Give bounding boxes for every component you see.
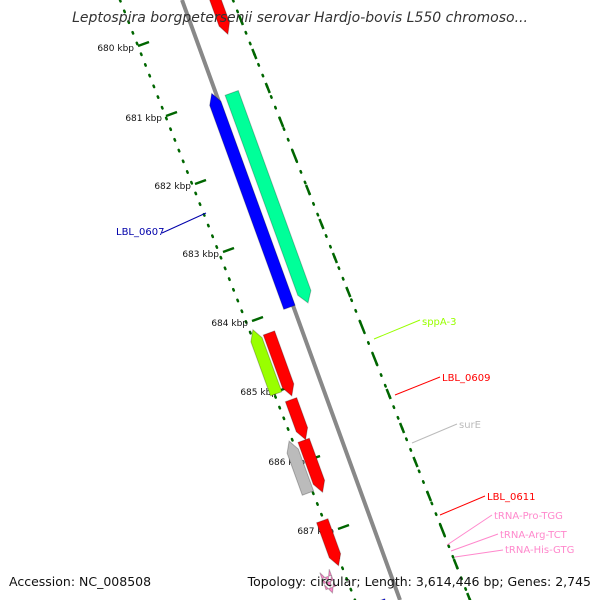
feature-label: sppA-3: [422, 317, 457, 328]
outer-ring-tick: [452, 558, 459, 570]
feature-label: tRNA-Pro-TGG: [494, 511, 563, 522]
scale-tick-label: 685 kbp: [240, 388, 277, 398]
feature-leader-line: [394, 376, 441, 396]
outer-ring-tick: [425, 490, 433, 502]
gene-arrow-red-b: [284, 396, 309, 441]
scale-tick: [222, 246, 235, 254]
scale-tick-label: 684 kbp: [211, 319, 248, 329]
gene-arrow-sppA: [250, 328, 283, 397]
map-title: Leptospira borgpetersenii serovar Hardjo…: [72, 10, 528, 26]
outer-ring-tick: [291, 150, 298, 162]
scale-tick: [337, 523, 350, 531]
scale-tick: [194, 178, 207, 186]
outer-ring-tick: [372, 354, 379, 366]
gene-arrow-top: [209, 0, 231, 36]
scale-tick-label: 680 kbp: [97, 44, 134, 54]
outer-ring-tick: [345, 286, 352, 298]
outer-ring-tick: [278, 116, 285, 128]
feature-leader-line: [373, 319, 421, 340]
feature-label: LBL_0611: [487, 492, 535, 503]
outer-ring-tick: [304, 184, 312, 196]
trna-arrow: [323, 581, 337, 595]
genome-summary: Topology: circular; Length: 3,614,446 bp…: [247, 574, 591, 589]
outer-ring-tick: [439, 524, 446, 536]
gene-arrow-blue: [209, 92, 296, 311]
scale-tick-label: 682 kbp: [154, 182, 191, 192]
feature-label: LBL_0609: [442, 373, 490, 384]
outer-ring-tick: [385, 388, 392, 400]
scale-tick-label: 683 kbp: [182, 250, 219, 260]
scale-tick: [251, 315, 264, 323]
feature-leader-line: [450, 533, 499, 552]
inner-ring-dots: [118, 0, 357, 602]
feature-leader-line: [439, 495, 486, 516]
gene-arrow-red-c: [297, 437, 326, 494]
feature-leader-line: [446, 514, 493, 546]
scale-tick-label: 686 kbp: [268, 458, 305, 468]
feature-label: tRNA-Arg-TCT: [500, 530, 568, 541]
scale-tick: [165, 110, 178, 118]
gene-arrow-LBL0611: [315, 518, 342, 567]
outer-ring-tick: [412, 456, 419, 468]
scale-tick-label: 681 kbp: [125, 114, 162, 124]
feature-leader-line: [454, 549, 504, 558]
gene-arrow-red-a: [262, 330, 295, 397]
accession-text: Accession: NC_008508: [9, 574, 152, 589]
feature-label: tRNA-His-GTG: [505, 545, 574, 556]
outer-ring-tick: [237, 14, 245, 26]
gene-arrow-surE: [286, 440, 315, 496]
outer-ring-tick: [264, 82, 271, 94]
scale-tick: [137, 40, 150, 48]
outer-ring-tick: [398, 422, 406, 434]
feature-label: LBL_0607: [116, 227, 164, 238]
trna-arrow: [321, 575, 334, 589]
feature-label: surE: [459, 420, 481, 431]
outer-ring-tick: [358, 320, 365, 332]
outer-ring-dots: [231, 0, 472, 602]
gene-arrow-teal: [224, 89, 312, 304]
outer-ring-tick: [331, 252, 339, 264]
scale-tick-label: 687 kbp: [297, 527, 334, 537]
trna-arrow: [319, 569, 333, 583]
outer-ring-tick: [466, 592, 473, 604]
outer-ring-tick: [251, 48, 258, 60]
outer-ring-tick: [318, 218, 325, 230]
feature-leader-line: [161, 212, 207, 234]
feature-leader-line: [411, 423, 458, 444]
